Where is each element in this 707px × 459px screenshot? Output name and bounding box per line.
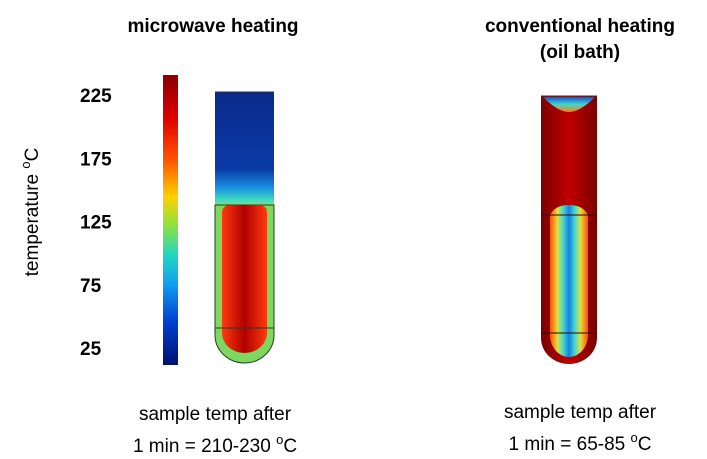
- caption-sup: o: [631, 430, 638, 445]
- caption-text: 1 min = 65-85: [509, 434, 631, 455]
- caption-sup: o: [276, 432, 283, 447]
- caption: sample temp after: [139, 404, 292, 425]
- caption: sample temp after: [504, 402, 657, 423]
- microwave-tube: [215, 92, 274, 363]
- caption-text: 1 min = 210-230: [133, 436, 276, 457]
- colorbar-ticks: 225 175 125 75 25: [80, 86, 112, 360]
- caption: 1 min = 210-230 oC: [133, 432, 297, 457]
- panel-title: (oil bath): [540, 42, 620, 63]
- tick-label: 25: [80, 339, 102, 360]
- caption-unit: C: [283, 436, 297, 457]
- tick-label: 125: [80, 213, 112, 234]
- label-unit: C: [22, 148, 43, 162]
- colorbar: [163, 75, 178, 365]
- tick-label: 75: [80, 276, 102, 297]
- colorbar-label: temperature oC: [18, 148, 43, 277]
- tick-label: 225: [80, 86, 112, 107]
- tick-label: 175: [80, 149, 112, 170]
- caption-unit: C: [638, 434, 652, 455]
- caption: 1 min = 65-85 oC: [509, 430, 652, 455]
- panel-title: conventional heating: [485, 16, 675, 37]
- label-sup: o: [18, 161, 33, 168]
- panel-title: microwave heating: [127, 16, 298, 37]
- label-text: temperature: [22, 169, 43, 277]
- figure: 2251751257525 temperature oC microwave h…: [0, 0, 707, 459]
- oil-bath-tube: [541, 96, 597, 364]
